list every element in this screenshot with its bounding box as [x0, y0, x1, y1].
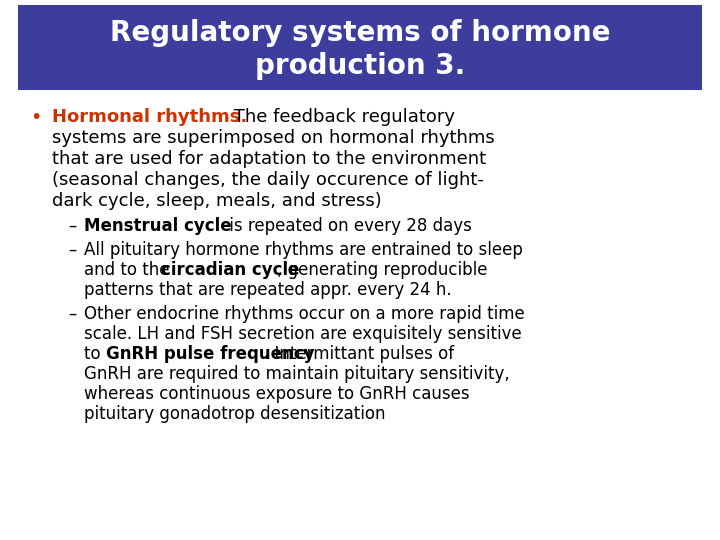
Text: –: –: [68, 217, 76, 235]
Text: production 3.: production 3.: [255, 52, 465, 80]
Text: Other endocrine rhythms occur on a more rapid time: Other endocrine rhythms occur on a more …: [84, 305, 525, 323]
Text: Menstrual cycle: Menstrual cycle: [84, 217, 232, 235]
Text: GnRH are required to maintain pituitary sensitivity,: GnRH are required to maintain pituitary …: [84, 365, 510, 383]
Text: dark cycle, sleep, meals, and stress): dark cycle, sleep, meals, and stress): [52, 192, 382, 210]
Text: The feedback regulatory: The feedback regulatory: [228, 108, 455, 126]
Text: pituitary gonadotrop desensitization: pituitary gonadotrop desensitization: [84, 405, 385, 423]
Text: . Intermittant pulses of: . Intermittant pulses of: [264, 345, 454, 363]
Text: •: •: [30, 108, 41, 127]
Text: systems are superimposed on hormonal rhythms: systems are superimposed on hormonal rhy…: [52, 129, 495, 147]
Text: scale. LH and FSH secretion are exquisitely sensitive: scale. LH and FSH secretion are exquisit…: [84, 325, 522, 343]
Text: circadian cycle: circadian cycle: [161, 261, 300, 279]
Text: that are used for adaptation to the environment: that are used for adaptation to the envi…: [52, 150, 486, 168]
Text: –: –: [68, 305, 76, 323]
Text: , generating reproducible: , generating reproducible: [277, 261, 487, 279]
Text: (seasonal changes, the daily occurence of light-: (seasonal changes, the daily occurence o…: [52, 171, 484, 189]
Text: Hormonal rhythms.: Hormonal rhythms.: [52, 108, 247, 126]
Text: is repeated on every 28 days: is repeated on every 28 days: [224, 217, 472, 235]
Text: to: to: [84, 345, 106, 363]
Text: All pituitary hormone rhythms are entrained to sleep: All pituitary hormone rhythms are entrai…: [84, 241, 523, 259]
Text: Regulatory systems of hormone: Regulatory systems of hormone: [109, 19, 611, 47]
Text: patterns that are repeated appr. every 24 h.: patterns that are repeated appr. every 2…: [84, 281, 451, 299]
FancyBboxPatch shape: [18, 5, 702, 90]
Text: GnRH pulse frequency: GnRH pulse frequency: [106, 345, 315, 363]
Text: and to the: and to the: [84, 261, 175, 279]
Text: –: –: [68, 241, 76, 259]
Text: whereas continuous exposure to GnRH causes: whereas continuous exposure to GnRH caus…: [84, 385, 469, 403]
